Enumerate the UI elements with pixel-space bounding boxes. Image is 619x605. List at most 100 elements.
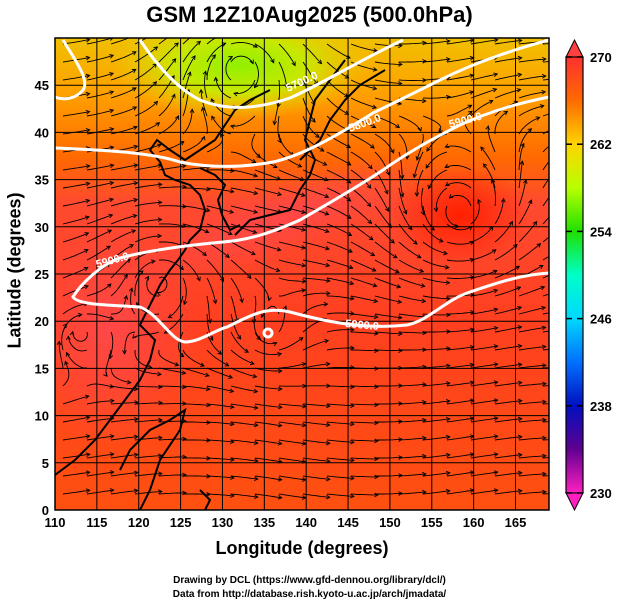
streamline-arrow xyxy=(493,470,499,475)
streamline-arrow xyxy=(253,388,259,394)
streamline-arrow xyxy=(469,488,475,493)
streamline-arrow xyxy=(109,145,115,151)
streamline xyxy=(422,96,450,99)
streamline-arrow xyxy=(212,299,218,305)
streamline-arrow xyxy=(374,384,379,390)
streamline xyxy=(518,221,538,243)
streamline-arrow xyxy=(325,278,331,283)
streamline xyxy=(254,367,282,372)
streamline-arrow xyxy=(110,398,115,404)
streamline-arrow xyxy=(369,144,375,149)
streamline-arrow xyxy=(182,204,187,209)
streamline xyxy=(374,277,401,288)
streamline-arrow xyxy=(503,110,509,116)
streamline-arrow xyxy=(349,280,355,286)
streamline xyxy=(254,205,282,213)
streamline xyxy=(542,403,549,405)
streamline-arrow xyxy=(325,245,330,251)
streamline xyxy=(350,187,371,207)
streamline xyxy=(278,259,306,267)
streamline-arrow xyxy=(348,264,354,270)
streamline-arrow xyxy=(560,226,564,230)
streamline xyxy=(62,111,90,117)
streamline-arrow xyxy=(229,388,235,394)
streamline xyxy=(110,367,131,384)
streamline-arrow xyxy=(158,435,163,441)
streamline-arrow xyxy=(528,199,533,205)
colorbar-min-arrow xyxy=(565,492,584,512)
streamline-arrow xyxy=(85,488,91,493)
colorbar-label: 230 xyxy=(590,486,612,501)
streamline xyxy=(518,491,546,495)
streamline xyxy=(350,313,378,318)
streamline xyxy=(398,473,426,477)
y-tick-label: 20 xyxy=(35,314,49,329)
contour-5700 xyxy=(138,38,404,109)
streamline-arrow xyxy=(277,422,283,428)
streamline xyxy=(375,420,403,423)
streamline-arrow xyxy=(133,163,139,168)
streamline-arrow xyxy=(181,370,187,375)
streamline xyxy=(72,331,88,342)
streamline xyxy=(446,381,474,387)
streamline-arrow xyxy=(174,42,179,47)
streamline xyxy=(278,403,306,407)
streamline xyxy=(110,454,138,459)
streamline-arrow xyxy=(492,269,498,274)
streamline xyxy=(494,198,505,225)
streamline xyxy=(110,69,137,81)
streamline-arrow xyxy=(350,403,355,409)
streamline xyxy=(350,115,376,128)
streamline-arrow xyxy=(123,294,129,300)
streamline xyxy=(470,39,498,45)
streamline xyxy=(110,106,137,117)
y-tick-label: 25 xyxy=(35,267,49,282)
streamline-arrow xyxy=(493,344,499,349)
streamline xyxy=(200,89,208,117)
streamline xyxy=(182,349,205,367)
streamline-arrow xyxy=(480,146,485,152)
streamline-arrow xyxy=(153,100,159,106)
streamline-arrow xyxy=(493,452,499,457)
streamline xyxy=(326,223,352,236)
contour-small-loop xyxy=(262,327,274,339)
streamline xyxy=(422,382,450,387)
streamline-arrow xyxy=(444,264,450,270)
streamline xyxy=(398,419,426,423)
x-tick-label: 160 xyxy=(463,515,485,530)
streamline xyxy=(86,383,114,388)
streamline-arrow xyxy=(556,185,560,189)
streamline-arrow xyxy=(202,70,208,76)
streamline xyxy=(134,183,162,189)
streamline-arrow xyxy=(390,148,395,154)
streamline-arrow xyxy=(133,470,139,476)
streamline xyxy=(398,313,426,318)
streamline xyxy=(350,259,376,272)
streamline xyxy=(542,293,549,297)
streamline xyxy=(62,489,90,495)
x-tick-label: 120 xyxy=(128,515,150,530)
streamline xyxy=(110,472,138,477)
streamline-arrow xyxy=(538,265,544,270)
streamline-arrow xyxy=(542,417,547,423)
streamline-arrow xyxy=(399,192,405,198)
streamline xyxy=(446,276,474,279)
streamline-arrow xyxy=(422,435,427,441)
streamline xyxy=(518,128,532,153)
y-axis-label: Latitude (degrees) xyxy=(4,192,25,349)
streamline xyxy=(62,453,90,459)
streamline xyxy=(61,323,67,351)
streamline xyxy=(134,46,158,63)
streamline xyxy=(254,475,282,481)
streamline-arrow xyxy=(277,477,283,482)
streamline-arrow xyxy=(469,55,475,61)
streamline-arrow xyxy=(249,360,255,366)
streamline-arrow xyxy=(167,314,173,319)
streamline xyxy=(134,144,162,153)
streamline xyxy=(206,223,233,235)
streamline-arrow xyxy=(422,453,427,459)
streamline-arrow xyxy=(448,194,454,199)
streamline xyxy=(445,145,472,153)
streamline-arrow xyxy=(301,279,307,284)
streamline xyxy=(134,367,162,375)
